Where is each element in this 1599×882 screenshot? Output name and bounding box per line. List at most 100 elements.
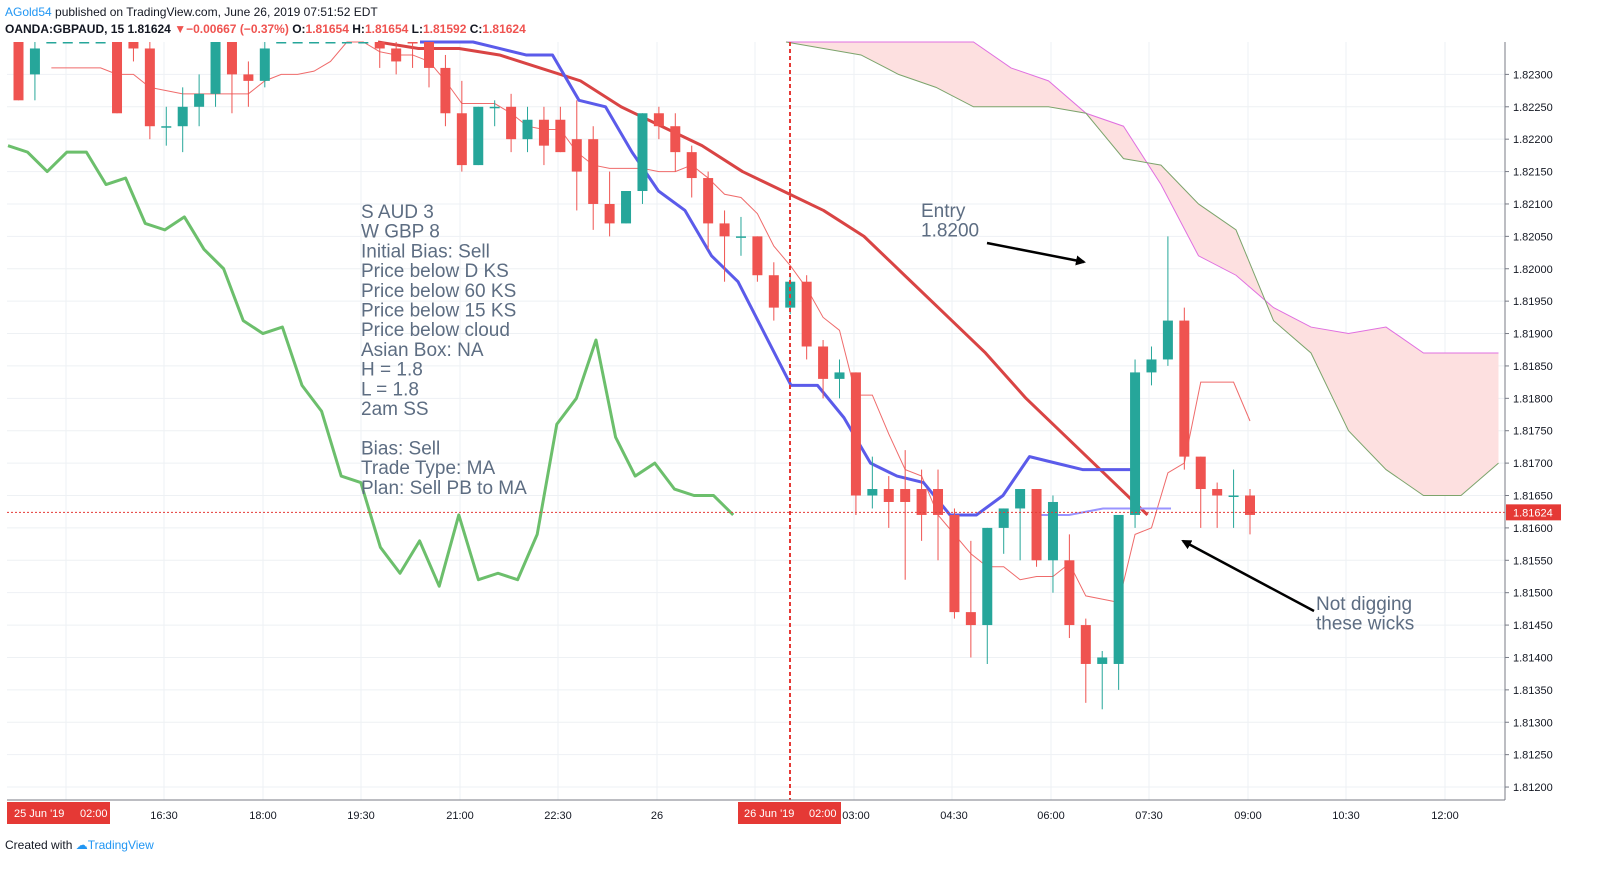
candle <box>834 359 845 399</box>
candle <box>883 476 894 528</box>
candle-body <box>456 113 467 166</box>
candle <box>604 171 615 237</box>
symbol-info: OANDA:GBPAUD, 15 1.81624 ▼−0.00667 (−0.3… <box>5 22 526 36</box>
candle <box>588 126 599 230</box>
candle-body <box>900 489 911 502</box>
time-tick-label: 16:30 <box>150 810 178 822</box>
ichimoku-cloud <box>785 41 1499 497</box>
price-tick-label: 1.82000 <box>1513 264 1553 276</box>
candle <box>210 42 221 107</box>
price-tick-label: 1.81300 <box>1513 717 1553 729</box>
candle-body <box>621 191 632 224</box>
candle-body <box>259 48 270 81</box>
tradingview-link[interactable]: TradingView <box>87 838 154 852</box>
candle <box>374 42 385 68</box>
price-axis[interactable]: 1.82300 1.82250 1.82200 1.82150 1.82100 1.820… <box>1504 42 1561 800</box>
candle <box>276 42 287 44</box>
entry-arrow <box>986 241 1086 266</box>
candle <box>850 372 861 515</box>
annotation-line: H = 1.8 <box>361 360 423 381</box>
candle-body <box>226 42 237 75</box>
candle-body <box>243 74 254 81</box>
annotation-line: these wicks <box>1316 614 1414 635</box>
candle <box>1113 514 1124 690</box>
high-value: 1.81654 <box>364 22 409 36</box>
candle <box>95 42 106 44</box>
price-tick-label: 1.81550 <box>1513 555 1553 567</box>
candle <box>456 80 467 172</box>
candle <box>1179 307 1190 470</box>
annotation-line: Trade Type: MA <box>361 458 495 479</box>
last-price: 1.81624 <box>127 22 171 36</box>
candle <box>391 42 402 75</box>
session-start-badge <box>7 802 110 824</box>
chikou-span-line <box>7 144 735 588</box>
candle <box>1146 346 1157 386</box>
price-tick-label: 1.82150 <box>1513 167 1553 179</box>
candle-body <box>194 93 205 107</box>
price-tick-label: 1.81500 <box>1513 588 1553 600</box>
time-tick-label: 26 Jun '19 <box>744 808 794 820</box>
candle-body <box>407 42 418 44</box>
candle-body <box>1113 514 1124 664</box>
author-link[interactable]: AGold54 <box>5 5 52 19</box>
annotation-line: W GBP 8 <box>361 222 440 243</box>
annotation-line: Asian Box: NA <box>361 340 484 361</box>
candle-body <box>719 223 730 237</box>
time-axis[interactable]: 25 Jun '19 02:00 16:30 18:00 19:30 21:00 22:30… <box>7 799 1505 824</box>
candle-body <box>555 119 566 153</box>
low-value: 1.81592 <box>423 22 467 36</box>
candle <box>1162 236 1173 366</box>
price-tick-label: 1.82250 <box>1513 102 1553 114</box>
candle-body <box>1162 320 1173 360</box>
candle <box>407 42 418 68</box>
candle-body <box>998 508 1009 528</box>
kijun-sen-line <box>420 40 1136 517</box>
candle <box>194 74 205 127</box>
candle <box>867 456 878 509</box>
candle <box>506 93 517 153</box>
candle <box>79 42 90 44</box>
candle <box>555 106 566 153</box>
candle-body <box>276 42 287 44</box>
price-tick-label: 1.82300 <box>1513 69 1553 81</box>
candle-body <box>292 42 303 44</box>
price-change: −0.00667 (−0.37%) <box>186 22 289 36</box>
candle-body <box>670 126 681 153</box>
annotation-line <box>361 419 366 440</box>
candle <box>473 106 484 166</box>
price-tick-label: 1.82200 <box>1513 134 1553 146</box>
candle <box>1047 495 1058 593</box>
annotation-line: Price below 15 KS <box>361 301 516 322</box>
candle-body <box>538 119 549 146</box>
candle-body <box>883 489 894 502</box>
candle <box>998 508 1009 554</box>
price-tick-label: 1.81600 <box>1513 523 1553 535</box>
symbol-label[interactable]: OANDA:GBPAUD, 15 <box>5 22 125 36</box>
close-label: C: <box>469 22 483 36</box>
candle <box>818 340 829 399</box>
candle-body <box>177 106 188 127</box>
time-tick-label: 09:00 <box>1234 810 1262 822</box>
annotation-line: Entry <box>921 201 966 222</box>
candle <box>768 262 779 321</box>
candle <box>243 61 254 107</box>
candle <box>226 42 237 114</box>
candle-body <box>210 42 221 94</box>
candle-body <box>440 67 451 114</box>
price-tick-label: 1.81450 <box>1513 620 1553 632</box>
candle <box>292 42 303 44</box>
senkou-span-b-line <box>785 41 1499 497</box>
footer: Created with ☁TradingView <box>5 838 154 852</box>
publish-info: AGold54 published on TradingView.com, Ju… <box>5 5 378 19</box>
candle <box>637 113 648 204</box>
price-tick-label: 1.81350 <box>1513 685 1553 697</box>
annotation-line: Bias: Sell <box>361 438 440 459</box>
candle <box>1064 534 1075 639</box>
candle <box>1228 469 1239 528</box>
time-tick-label: 18:00 <box>249 810 277 822</box>
time-tick-label: 03:00 <box>842 810 870 822</box>
candle-body <box>965 612 976 626</box>
candle-body <box>653 113 664 127</box>
